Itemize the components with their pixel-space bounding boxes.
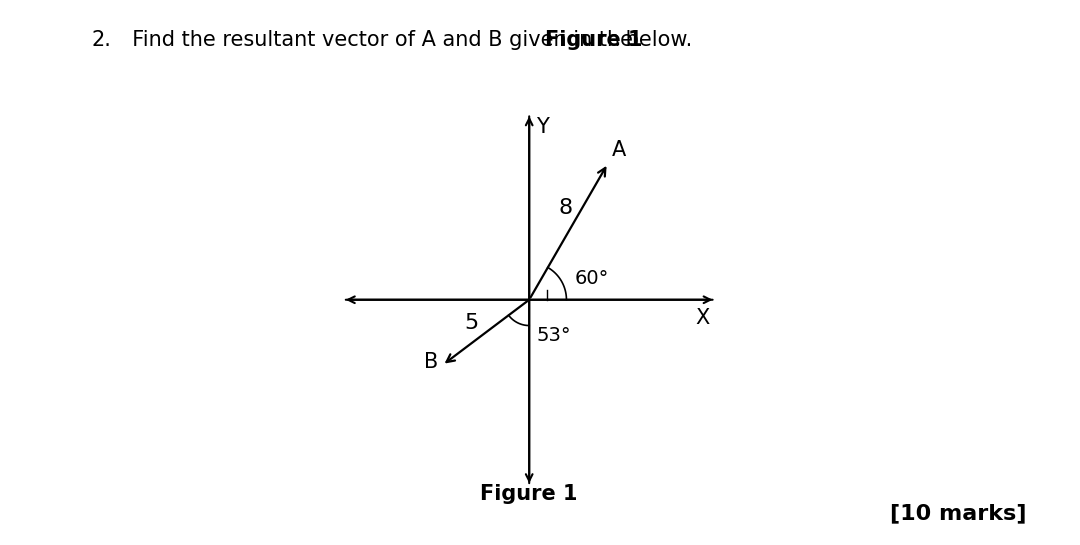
Text: X: X bbox=[696, 308, 710, 329]
Text: 8: 8 bbox=[558, 198, 572, 218]
Text: 2.: 2. bbox=[92, 30, 111, 50]
Text: A: A bbox=[612, 141, 626, 160]
Text: below.: below. bbox=[619, 30, 692, 50]
Text: 60°: 60° bbox=[575, 269, 609, 288]
Text: 5: 5 bbox=[464, 313, 480, 333]
Text: B: B bbox=[423, 353, 438, 372]
Text: Figure 1: Figure 1 bbox=[545, 30, 643, 50]
Text: [10 marks]: [10 marks] bbox=[890, 503, 1026, 523]
Text: Figure 1: Figure 1 bbox=[481, 484, 578, 504]
Text: Find the resultant vector of A and B given in the: Find the resultant vector of A and B giv… bbox=[119, 30, 639, 50]
Text: Y: Y bbox=[536, 117, 549, 137]
Text: 53°: 53° bbox=[537, 326, 571, 345]
